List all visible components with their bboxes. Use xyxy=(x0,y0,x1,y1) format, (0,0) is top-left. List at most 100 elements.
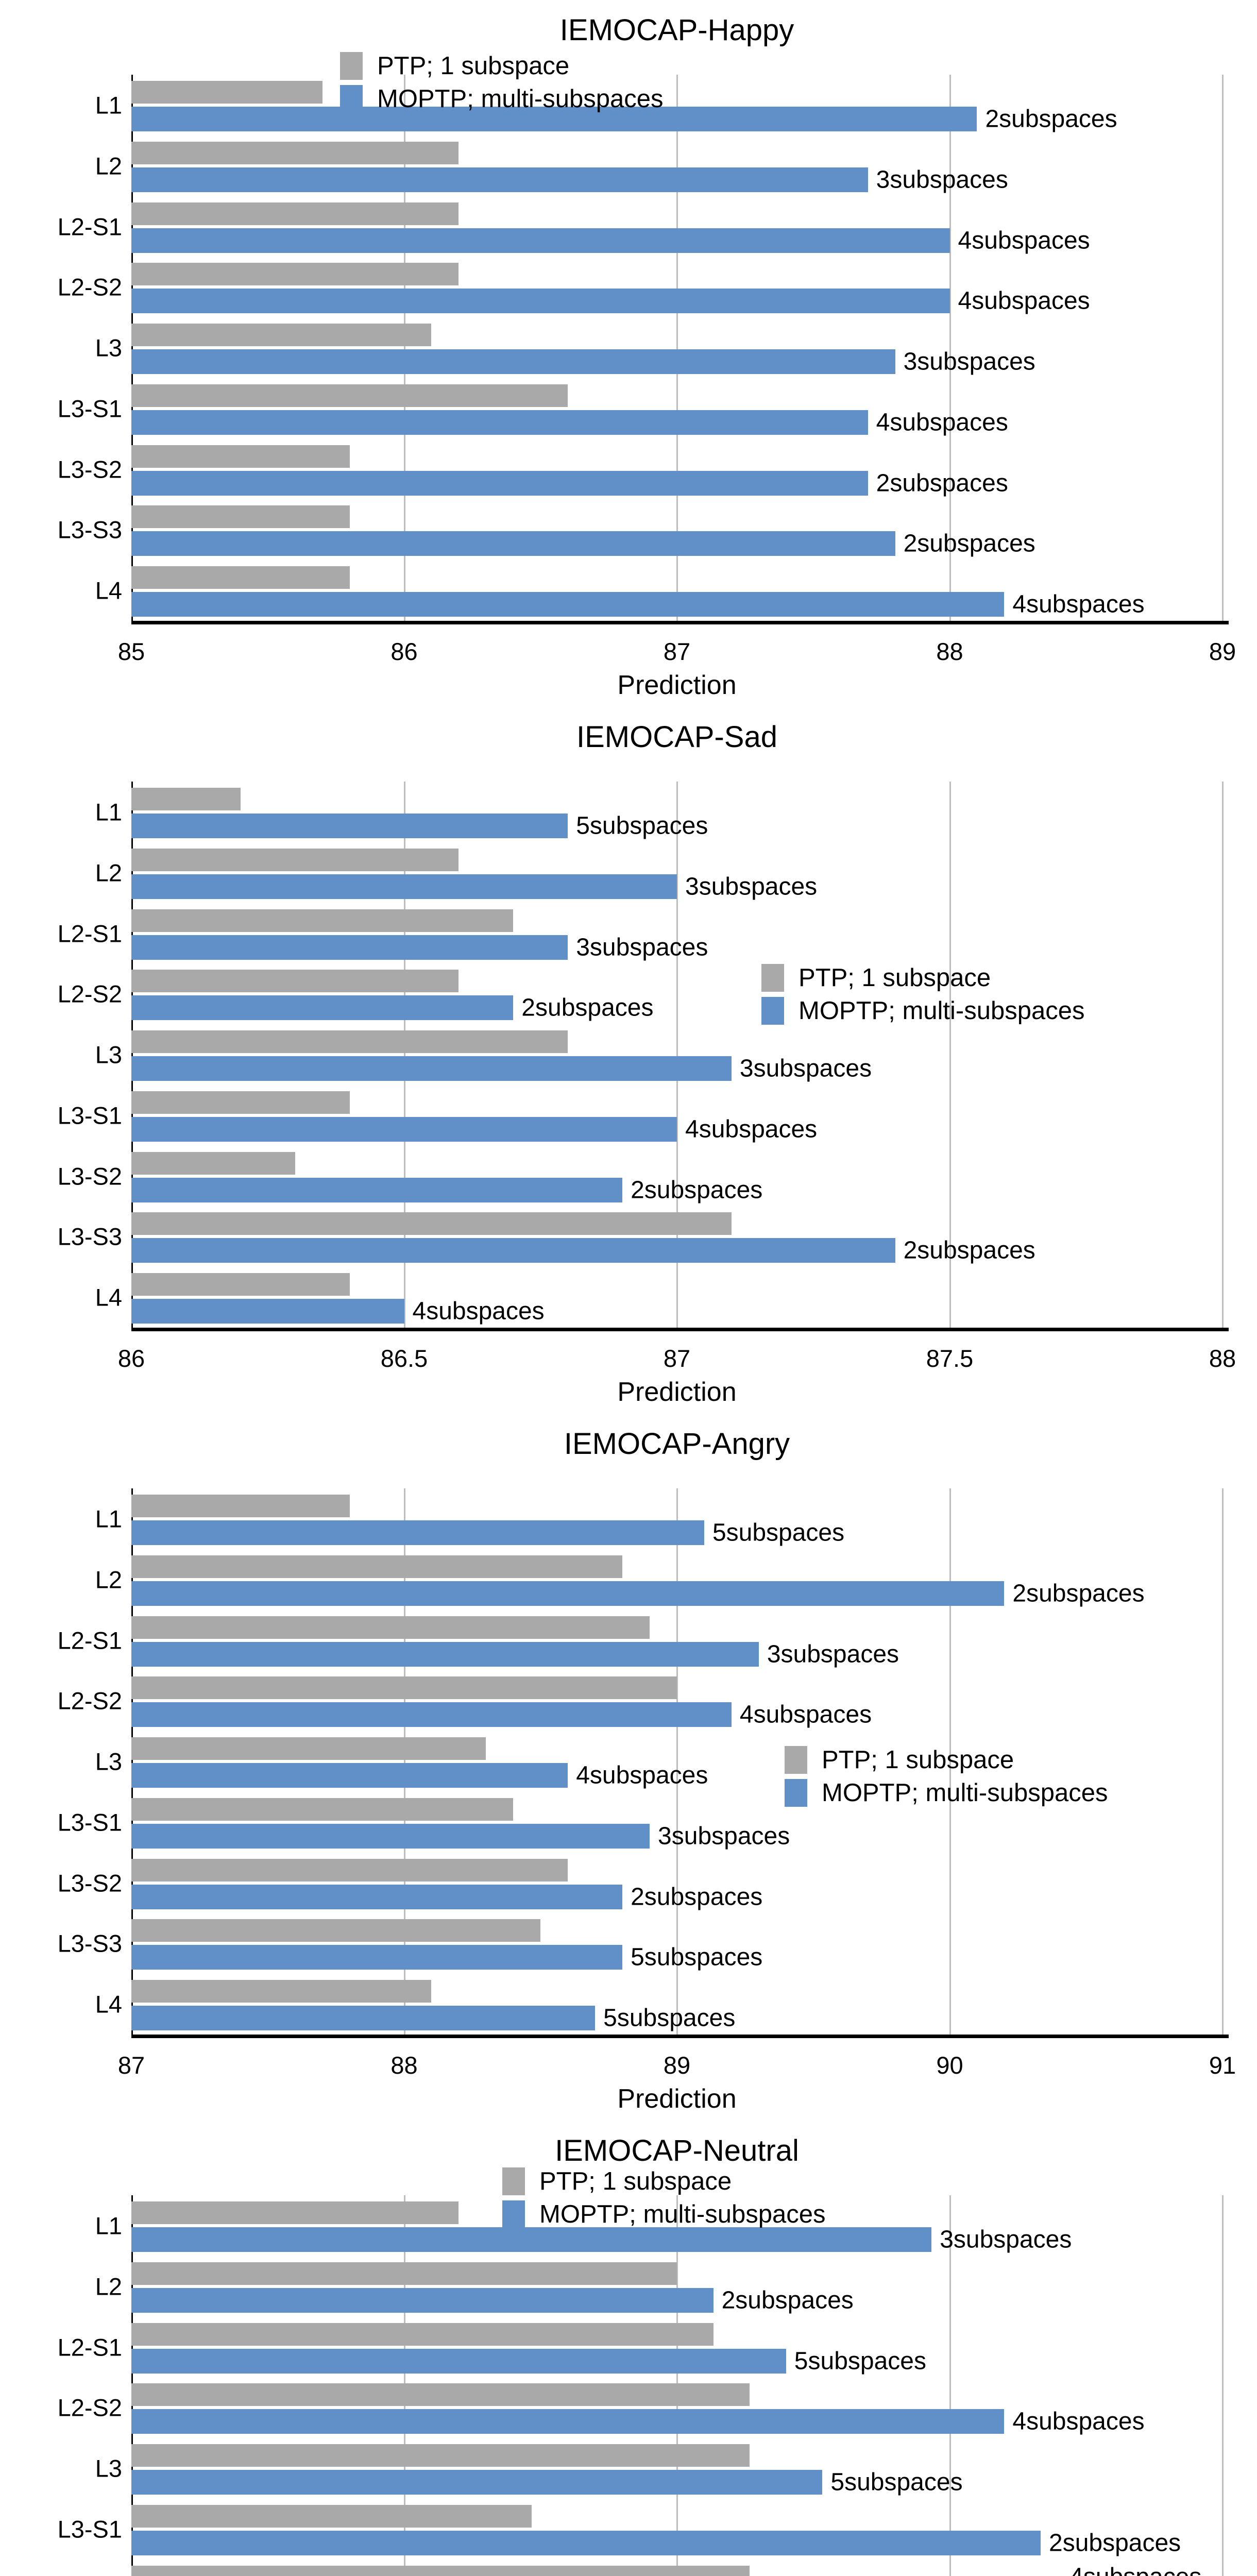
gridline xyxy=(949,782,951,1328)
y-axis-line xyxy=(131,1488,133,2035)
bar-ptp xyxy=(131,1737,486,1760)
legend-row: MOPTP; multi-subspaces xyxy=(785,1778,1108,1807)
bar-moptp xyxy=(131,1581,1005,1606)
category-label: L1 xyxy=(95,798,122,826)
category-label: L1 xyxy=(95,1505,122,1533)
gridline xyxy=(403,782,405,1328)
x-tick-label: 87.5 xyxy=(926,1345,974,1372)
category-label: L3-S2 xyxy=(57,455,122,483)
bar-moptp xyxy=(131,531,895,556)
gridline xyxy=(676,1488,678,2035)
bar-annotation: 4subspaces xyxy=(958,227,1090,255)
category-label: L2-S2 xyxy=(57,2394,122,2421)
category-label: L2-S2 xyxy=(57,273,122,301)
category-label: L3-S3 xyxy=(57,516,122,544)
x-axis-title: Prediction xyxy=(617,2084,737,2114)
category-label: L3-S1 xyxy=(57,2515,122,2543)
bar-annotation: 3subspaces xyxy=(658,1822,790,1850)
bar-ptp xyxy=(131,788,241,810)
bar-moptp xyxy=(131,1884,623,1909)
x-tick-label: 89 xyxy=(663,2052,691,2079)
bar-moptp xyxy=(131,1177,623,1202)
x-axis-title: Prediction xyxy=(617,1377,737,1407)
gridline xyxy=(949,75,951,621)
bar-ptp xyxy=(131,848,459,871)
legend-label-ptp: PTP; 1 subspace xyxy=(377,52,570,80)
bar-annotation: 2subspaces xyxy=(1012,1580,1145,1607)
bar-moptp xyxy=(131,995,514,1021)
bar-ptp xyxy=(131,1798,514,1821)
bar-annotation: 3subspaces xyxy=(739,1055,872,1082)
bar-moptp xyxy=(131,2409,1005,2434)
bar-ptp xyxy=(131,1919,541,1942)
legend-label-moptp: MOPTP; multi-subspaces xyxy=(377,85,664,113)
bar-moptp xyxy=(131,814,568,838)
bar-moptp xyxy=(131,1823,650,1849)
bar-moptp xyxy=(131,107,977,131)
gridline xyxy=(1222,75,1224,621)
bar-ptp xyxy=(131,1676,677,1700)
category-label: L2-S1 xyxy=(57,213,122,241)
bar-moptp xyxy=(131,1945,623,1970)
legend-swatch-moptp xyxy=(340,85,363,113)
bar-ptp xyxy=(131,2201,459,2224)
bar-moptp xyxy=(131,2470,823,2495)
category-label: L2-S2 xyxy=(57,980,122,1008)
bar-moptp xyxy=(131,874,677,899)
bar-annotation: 4subspaces xyxy=(576,1761,708,1789)
bar-moptp xyxy=(131,1116,677,1142)
bar-annotation: 3subspaces xyxy=(576,934,708,961)
chart-title: IEMOCAP-Happy xyxy=(559,13,794,47)
category-label: L2 xyxy=(95,1566,122,1594)
category-label: L1 xyxy=(95,2212,122,2240)
bar-moptp xyxy=(131,2530,1041,2555)
bar-ptp xyxy=(131,1555,623,1578)
bar-ptp xyxy=(131,970,459,993)
bar-moptp xyxy=(131,1641,759,1667)
bar-ptp xyxy=(131,2444,750,2467)
bar-moptp xyxy=(131,2227,932,2252)
chart-title: IEMOCAP-Angry xyxy=(564,1427,790,1461)
category-label: L3 xyxy=(95,334,122,362)
bar-moptp xyxy=(131,167,868,192)
bar-annotation: 2subspaces xyxy=(985,105,1117,133)
bar-annotation: 2subspaces xyxy=(631,1883,763,1911)
bar-annotation: 5subspaces xyxy=(576,812,708,840)
legend-label-moptp: MOPTP; multi-subspaces xyxy=(822,1779,1108,1807)
y-axis-line xyxy=(131,75,133,621)
legend-row: MOPTP; multi-subspaces xyxy=(340,84,664,113)
bar-annotation: 5subspaces xyxy=(712,1519,845,1547)
gridline xyxy=(949,1488,951,2035)
bar-ptp xyxy=(131,445,350,468)
bar-ptp xyxy=(131,2565,750,2576)
gridline xyxy=(403,1488,405,2035)
bar-ptp xyxy=(131,505,350,529)
category-label: L4 xyxy=(95,1990,122,2018)
bar-ptp xyxy=(131,566,350,589)
category-label: L4 xyxy=(95,1283,122,1311)
legend-row: MOPTP; multi-subspaces xyxy=(761,996,1085,1025)
category-label: L1 xyxy=(95,91,122,119)
legend-label-ptp: PTP; 1 subspace xyxy=(539,2167,732,2195)
bar-annotation: 5subspaces xyxy=(830,2468,963,2496)
bar-ptp xyxy=(131,324,432,347)
x-tick-label: 86 xyxy=(117,1345,145,1372)
bar-annotation: 4subspaces xyxy=(739,1701,872,1728)
category-label: L2 xyxy=(95,2273,122,2300)
bar-annotation: 3subspaces xyxy=(767,1640,899,1668)
chart-iemocap-angry: IEMOCAP-Angry L1 5subspaces L2 2subspaces L2-… xyxy=(0,1414,1257,2121)
bar-moptp xyxy=(131,1520,704,1545)
bar-moptp xyxy=(131,1702,732,1727)
chart-iemocap-happy: IEMOCAP-Happy L1 2subspaces L2 3subspaces L2-… xyxy=(0,0,1257,707)
bar-ptp xyxy=(131,1212,732,1235)
legend-swatch-moptp xyxy=(502,2200,525,2228)
bar-ptp xyxy=(131,2323,714,2346)
legend-row: PTP; 1 subspace xyxy=(785,1745,1014,1774)
bar-moptp xyxy=(131,349,895,375)
legend-swatch-ptp xyxy=(502,2167,525,2195)
x-tick-label: 89 xyxy=(1209,638,1236,665)
bar-annotation: 3subspaces xyxy=(940,2226,1072,2253)
bar-ptp xyxy=(131,1091,350,1114)
bar-moptp xyxy=(131,2287,714,2313)
